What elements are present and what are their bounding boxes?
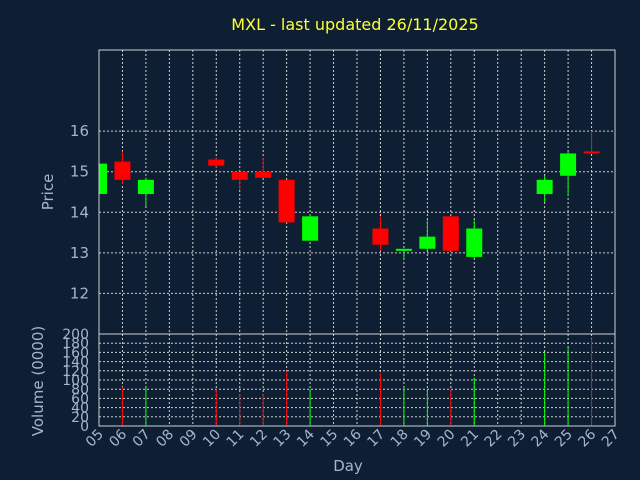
volume-tick-label: 180 — [62, 336, 89, 352]
x-tick-label: 12 — [247, 427, 271, 451]
candle-body — [208, 159, 225, 166]
volume-tick-label: 200 — [62, 327, 89, 343]
volume-axis-label: Volume (0000) — [29, 326, 47, 436]
volume-tick-label: 40 — [71, 401, 89, 417]
candle-body — [372, 228, 389, 245]
volume-tick-label: 100 — [62, 373, 89, 389]
volume-tick-label: 160 — [62, 345, 89, 361]
price-tick-label: 15 — [70, 163, 89, 181]
volume-bars — [121, 338, 593, 426]
candle-body — [536, 179, 553, 195]
candle-body — [99, 163, 107, 195]
x-tick-label: 08 — [153, 427, 177, 451]
volume-tick-label: 20 — [71, 410, 89, 426]
x-tick-label: 07 — [130, 427, 154, 451]
volume-panel-frame — [98, 333, 616, 427]
x-tick-label: 25 — [552, 427, 576, 451]
x-tick-label: 17 — [364, 427, 388, 451]
candle-body — [114, 161, 131, 180]
candle-body — [560, 153, 577, 176]
volume-tick-label: 0 — [80, 419, 89, 435]
candle-body — [137, 179, 154, 195]
x-tick-label: 11 — [224, 427, 248, 451]
price-axis-label: Price — [39, 174, 57, 211]
candle-body — [278, 179, 295, 223]
candle-body — [583, 151, 600, 154]
volume-grid — [98, 334, 616, 426]
x-tick-label: 22 — [482, 427, 506, 451]
x-tick-label: 24 — [529, 426, 553, 450]
candle-body — [302, 216, 319, 241]
x-tick-label: 09 — [177, 427, 201, 451]
candle-body — [255, 171, 272, 178]
x-tick-label: 06 — [106, 426, 130, 450]
price-tick-label: 12 — [70, 284, 89, 302]
candle-body — [231, 171, 248, 180]
volume-tick-label: 140 — [62, 355, 89, 371]
candles — [98, 131, 600, 259]
candle-body — [442, 216, 459, 251]
volume-tick-label: 60 — [71, 391, 89, 407]
x-tick-label: 10 — [200, 427, 224, 451]
price-y-axis: 12 13 14 15 16 — [70, 122, 89, 302]
volume-tick-label: 120 — [62, 364, 89, 380]
volume-tick-label: 80 — [71, 382, 89, 398]
x-tick-label: 15 — [317, 427, 341, 451]
x-tick-label: 27 — [599, 427, 623, 451]
x-axis-ticks: 05 06 07 08 09 10 11 12 13 14 15 16 17 18 19 20 21 22 23 24… — [83, 426, 623, 450]
x-tick-label: 20 — [435, 427, 459, 451]
x-tick-label: 21 — [458, 427, 482, 451]
x-tick-label: 23 — [505, 427, 529, 451]
price-tick-label: 16 — [70, 122, 89, 140]
price-panel: 12 13 14 15 16 — [70, 49, 616, 335]
price-tick-label: 14 — [70, 203, 89, 221]
x-tick-label: 13 — [271, 427, 295, 451]
candle-body — [466, 228, 483, 257]
chart-title: MXL - last updated 26/11/2025 — [231, 15, 478, 34]
x-tick-label: 18 — [388, 427, 412, 451]
x-axis-label: Day — [333, 457, 363, 475]
x-tick-label: 26 — [575, 426, 599, 450]
price-tick-label: 13 — [70, 244, 89, 262]
candle-body — [419, 236, 436, 249]
x-tick-label: 16 — [341, 426, 365, 450]
x-tick-label: 14 — [294, 426, 318, 450]
x-tick-label: 19 — [411, 427, 435, 451]
candle-body — [395, 248, 412, 251]
